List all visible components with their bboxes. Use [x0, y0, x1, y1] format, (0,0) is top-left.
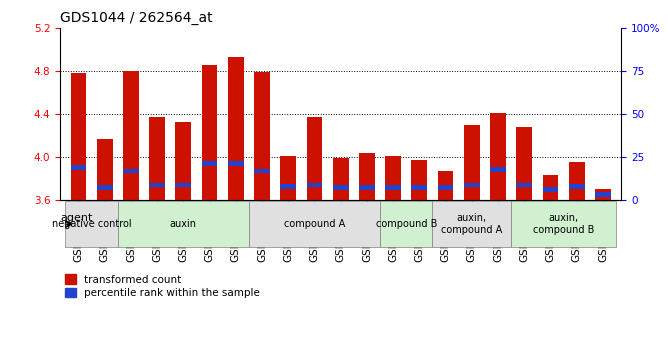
Bar	[254, 169, 270, 174]
Bar	[516, 183, 532, 187]
Bar	[568, 184, 584, 188]
Text: compound A: compound A	[284, 219, 345, 229]
Bar	[411, 160, 428, 200]
Bar	[542, 187, 558, 192]
Legend: transformed count, percentile rank within the sample: transformed count, percentile rank withi…	[65, 274, 260, 298]
Bar	[490, 167, 506, 172]
Bar	[228, 57, 244, 200]
Bar	[97, 139, 113, 200]
Bar	[281, 184, 296, 188]
Bar	[385, 156, 401, 200]
Text: compound B: compound B	[375, 219, 437, 229]
Bar	[249, 201, 380, 247]
Bar	[176, 122, 191, 200]
Text: agent: agent	[61, 214, 93, 224]
Text: auxin,
compound A: auxin, compound A	[441, 214, 502, 235]
Text: negative control: negative control	[52, 219, 132, 229]
Bar	[118, 201, 249, 247]
Bar	[254, 72, 270, 200]
Bar	[490, 113, 506, 200]
Bar	[438, 171, 454, 200]
Bar	[307, 117, 323, 200]
Bar	[71, 73, 86, 200]
Bar	[71, 165, 86, 170]
Bar	[432, 201, 511, 247]
Bar	[149, 183, 165, 187]
Bar	[568, 162, 584, 200]
Bar	[464, 183, 480, 187]
Bar	[307, 183, 323, 187]
Bar	[97, 185, 113, 190]
Bar	[411, 185, 428, 190]
Bar	[176, 183, 191, 187]
Bar	[380, 201, 432, 247]
Text: GDS1044 / 262564_at: GDS1044 / 262564_at	[60, 11, 212, 25]
Bar	[202, 161, 218, 166]
Bar	[65, 201, 118, 247]
Bar	[511, 201, 616, 247]
Bar	[385, 185, 401, 190]
Bar	[595, 192, 611, 197]
Text: auxin,
compound B: auxin, compound B	[533, 214, 595, 235]
Bar	[333, 185, 349, 190]
Bar	[516, 127, 532, 200]
Text: auxin: auxin	[170, 219, 197, 229]
Bar	[123, 169, 139, 174]
Bar	[149, 117, 165, 200]
Bar	[281, 156, 296, 200]
Bar	[359, 152, 375, 200]
Bar	[595, 189, 611, 200]
Bar	[464, 125, 480, 200]
Bar	[359, 185, 375, 190]
Bar	[123, 71, 139, 200]
Bar	[438, 185, 454, 190]
Bar	[333, 158, 349, 200]
Bar	[542, 175, 558, 200]
Bar	[202, 65, 218, 200]
Bar	[228, 161, 244, 166]
